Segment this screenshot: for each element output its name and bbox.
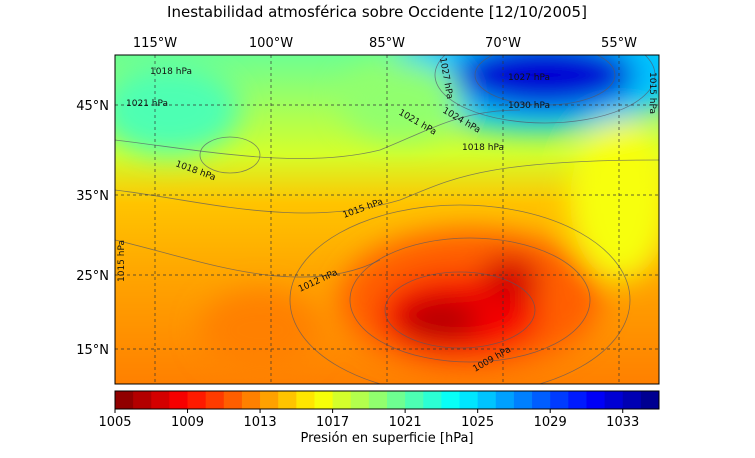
colorbar-swatch xyxy=(151,391,170,409)
colorbar-swatch xyxy=(622,391,642,409)
colorbar-tick-label: 1025 xyxy=(461,415,494,430)
colorbar-swatch xyxy=(513,391,533,409)
colorbar-label: Presión en superficie [hPa] xyxy=(300,431,473,446)
colorbar-swatch xyxy=(332,391,352,409)
colorbar-tick-label: 1017 xyxy=(316,415,349,430)
lat-label: 15°N xyxy=(76,343,109,358)
colorbar-swatch xyxy=(477,391,497,409)
colorbar-swatch xyxy=(314,391,334,409)
contour-label: 1015 hPa xyxy=(117,240,127,282)
colorbar-tick-label: 1021 xyxy=(389,415,422,430)
colorbar-swatch xyxy=(640,391,660,409)
map-frame xyxy=(114,54,660,385)
colorbar-swatch xyxy=(169,391,189,409)
colorbar-swatch xyxy=(387,391,406,409)
contour-label: 1030 hPa xyxy=(508,101,550,111)
contour-label: 1015 hPa xyxy=(647,72,657,114)
contour-label: 1018 hPa xyxy=(150,67,192,77)
contour-label: 1027 hPa xyxy=(508,73,550,83)
title: Inestabilidad atmosférica sobre Occident… xyxy=(167,3,587,21)
colorbar-swatch xyxy=(187,391,207,409)
colorbar-swatch xyxy=(568,391,587,409)
colorbar-tick-label: 1005 xyxy=(98,415,131,430)
lat-label: 45°N xyxy=(76,99,109,114)
colorbar-swatch xyxy=(368,391,388,409)
lon-label: 55°W xyxy=(601,36,637,51)
colorbar-swatch xyxy=(586,391,606,409)
pressure-field: 1018 hPa 1021 hPa 1018 hPa 1015 hPa 1012… xyxy=(115,55,659,384)
colorbar-swatch xyxy=(423,391,442,409)
colorbar-swatch xyxy=(260,391,279,409)
lon-label: 85°W xyxy=(369,36,405,51)
colorbar-swatch xyxy=(205,391,225,409)
colorbar-swatch xyxy=(296,391,315,409)
colorbar-swatch xyxy=(241,391,261,409)
colorbar-swatch xyxy=(223,391,243,409)
colorbar-swatch xyxy=(495,391,515,409)
lat-label: 25°N xyxy=(76,269,109,284)
lon-label: 70°W xyxy=(485,36,521,51)
colorbar-tick-label: 1029 xyxy=(534,415,567,430)
latitude-labels: 45°N 35°N 25°N 15°N xyxy=(76,99,109,358)
colorbar-swatch xyxy=(532,391,551,409)
colorbar-swatch xyxy=(604,391,624,409)
colorbar-swatch xyxy=(278,391,297,409)
contour-label: 1018 hPa xyxy=(462,143,504,153)
colorbar: 1005 1009 1013 1017 1021 1025 1029 1033 xyxy=(98,390,660,430)
colorbar-swatch xyxy=(115,391,134,409)
colorbar-swatch xyxy=(405,391,424,409)
colorbar-swatch xyxy=(550,391,569,409)
colorbar-swatch xyxy=(350,391,370,409)
colorbar-swatch xyxy=(459,391,479,409)
colorbar-swatch xyxy=(441,391,461,409)
lon-label: 115°W xyxy=(133,36,177,51)
lon-label: 100°W xyxy=(249,36,293,51)
colorbar-tick-label: 1009 xyxy=(171,415,204,430)
contour-label: 1021 hPa xyxy=(126,99,168,109)
lat-label: 35°N xyxy=(76,189,109,204)
colorbar-frame xyxy=(114,390,660,410)
colorbar-tick-label: 1013 xyxy=(244,415,277,430)
colorbar-tick-label: 1033 xyxy=(606,415,639,430)
graticule xyxy=(115,55,659,384)
longitude-labels: 115°W 100°W 85°W 70°W 55°W xyxy=(133,36,637,51)
colorbar-swatch xyxy=(133,391,152,409)
